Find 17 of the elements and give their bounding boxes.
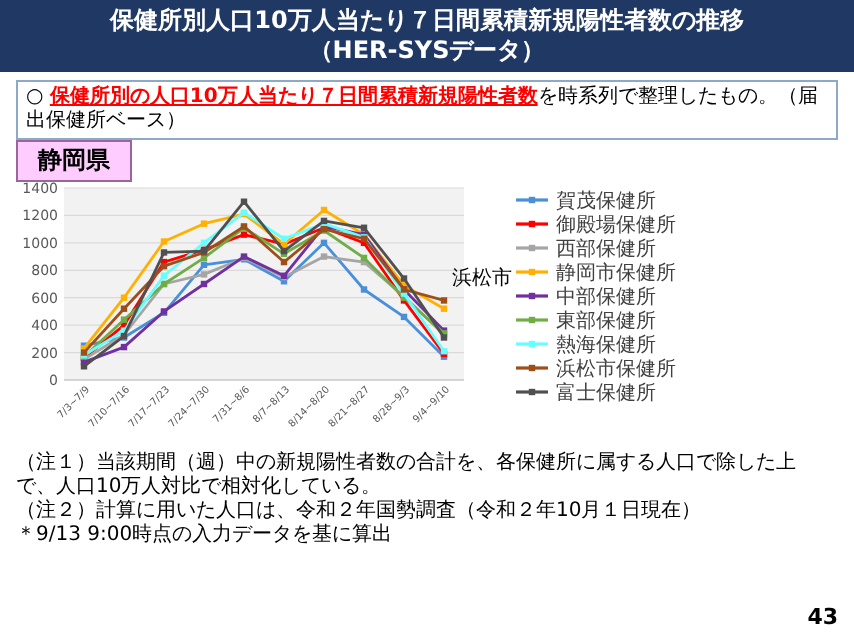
legend-label: 賀茂保健所 bbox=[556, 189, 656, 213]
text: ＊9/13 9:00時点の入力データを基に算出 bbox=[16, 524, 395, 548]
text: （注２）計算に用いた人口は、令和２年国勢調査（令和２年10月１日現在） bbox=[16, 500, 704, 523]
text: ○ 保健所別の人口10万人当たり７日間累積新規陽性者数を時系列で整理したもの。（届出保健所ベース） bbox=[26, 86, 818, 132]
legend-label: 浜松市保健所 bbox=[556, 357, 676, 381]
legend-label: 熱海保健所 bbox=[556, 333, 656, 357]
chart-title: 保健所別人口10万人当たり７日間累積新規陽性者数の推移（HER-SYSデータ） bbox=[0, 0, 854, 72]
legend-label: 東部保健所 bbox=[556, 309, 656, 333]
legend-label: 中部保健所 bbox=[556, 285, 656, 309]
legend-label: 西部保健所 bbox=[556, 237, 656, 261]
legend-label: 静岡市保健所 bbox=[556, 261, 676, 285]
text: 静岡県 bbox=[16, 140, 132, 182]
legend-label: 富士保健所 bbox=[556, 381, 656, 405]
text: （注１）当該期間（週）中の新規陽性者数の合計を、各保健所に属する人口で除した上で、人口10万人対比で相対化している。 bbox=[16, 452, 798, 499]
text: 43 bbox=[807, 604, 838, 630]
annotation: 浜松市 bbox=[452, 266, 512, 291]
legend-label: 御殿場保健所 bbox=[556, 213, 676, 237]
